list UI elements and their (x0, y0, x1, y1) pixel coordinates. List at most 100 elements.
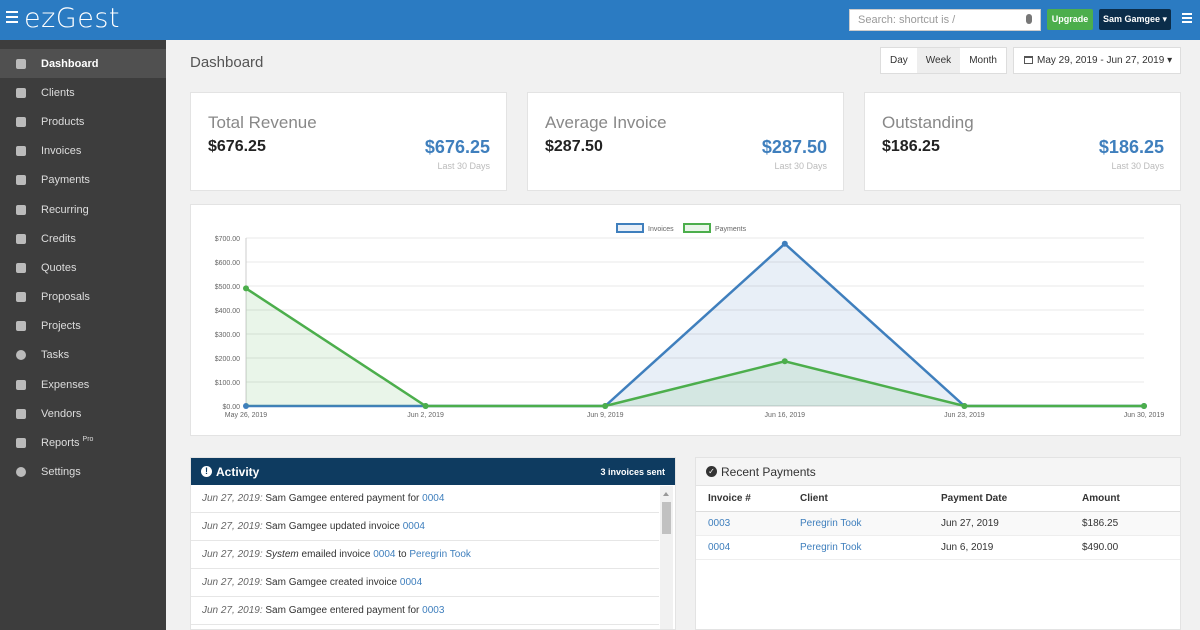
activity-link[interactable]: 0004 (402, 521, 425, 532)
data-point-invoices (243, 403, 249, 409)
data-point-payments (781, 358, 788, 365)
client-link[interactable]: Peregrin Took (800, 511, 941, 536)
sidebar-item-invoices[interactable]: Invoices (0, 137, 166, 166)
activity-row: Jun 27, 2019: Sam Gamgee created invoice… (191, 569, 659, 597)
sidebar-item-label: Tasks (41, 349, 70, 362)
range-day-button[interactable]: Day (890, 55, 908, 66)
data-point-payments (1141, 403, 1147, 409)
sidebar-item-products[interactable]: Products (0, 107, 166, 136)
sidebar-item-label: Quotes (41, 261, 77, 274)
copy-icon (16, 204, 26, 215)
activity-link[interactable]: 0004 (399, 577, 423, 588)
column-header[interactable]: Payment Date (941, 486, 1082, 512)
sidebar-item-label: Reports (41, 437, 80, 450)
date-range-picker[interactable]: May 29, 2019 - Jun 27, 2019 ▾ (1013, 47, 1181, 74)
y-tick-label: $400.00 (215, 308, 240, 315)
upgrade-button[interactable]: Upgrade (1047, 9, 1093, 30)
activity-count: 3 invoices sent (600, 466, 665, 477)
client-link[interactable]: Peregrin Took (800, 535, 941, 560)
payment-amount: $186.25 (1082, 511, 1180, 536)
card-amount-highlight: $186.25 (1098, 137, 1164, 157)
file-pdf-icon (16, 146, 26, 157)
sidebar-item-label: Products (41, 115, 85, 128)
invoice-link[interactable]: 0004 (696, 535, 800, 560)
activity-text: Sam Gamgee entered payment for (262, 605, 423, 616)
sidebar-item-proposals[interactable]: Proposals (0, 283, 166, 312)
file-image-icon (16, 379, 26, 390)
y-tick-label: $200.00 (215, 356, 240, 363)
sidebar: Dashboard Clients Products Invoices Payments… (0, 40, 166, 630)
legend-swatch-invoices (616, 223, 644, 233)
activity-text: Sam Gamgee entered payment for (262, 493, 423, 504)
sidebar-item-dashboard[interactable]: Dashboard (0, 49, 166, 79)
activity-row: Jun 27, 2019: Sam Gamgee entered payment… (191, 485, 659, 513)
activity-header: ! Activity 3 invoices sent (191, 458, 675, 485)
range-toggle: Day Week Month (880, 47, 1007, 74)
sidebar-toggle-icon[interactable] (6, 11, 18, 23)
check-circle-icon: ✓ (706, 466, 717, 477)
info-icon: ! (201, 466, 212, 477)
th-list-icon (16, 438, 26, 449)
building-icon (16, 408, 26, 419)
x-tick-label: May 26, 2019 (225, 412, 268, 419)
activity-link[interactable]: Peregrin Took (409, 549, 471, 560)
line-chart: $0.00 $100.00 $200.00 $300.00 $400.00 $500.00… (215, 223, 1164, 419)
app-logo[interactable]: ezGest (24, 3, 120, 34)
microphone-icon[interactable] (1026, 14, 1032, 24)
scroll-up-icon[interactable] (663, 492, 669, 496)
average-invoice-card: Average Invoice $287.50 $287.50 Last 30 … (527, 92, 844, 191)
column-header[interactable]: Client (800, 486, 941, 512)
credit-card-icon (16, 233, 26, 244)
activity-date: Jun 27, 2019: (202, 577, 263, 588)
legend-label: Payments (715, 226, 747, 233)
sidebar-item-tasks[interactable]: Tasks (0, 341, 166, 370)
sidebar-item-quotes[interactable]: Quotes (0, 253, 166, 282)
clock-icon (16, 350, 26, 361)
sidebar-item-credits[interactable]: Credits (0, 224, 166, 253)
payments-table: Invoice # Client Payment Date Amount 0003 Pe… (696, 486, 1180, 560)
activity-link[interactable]: 0004 (422, 493, 445, 504)
activity-link[interactable]: 0003 (422, 605, 445, 616)
briefcase-icon (16, 321, 26, 332)
sidebar-item-payments[interactable]: Payments (0, 166, 166, 195)
th-large-icon (16, 292, 26, 303)
sidebar-item-label: Settings (41, 466, 81, 479)
data-point-payments (602, 403, 609, 409)
scroll-thumb[interactable] (662, 502, 671, 534)
column-header[interactable]: Invoice # (696, 486, 800, 512)
range-week-button[interactable]: Week (916, 48, 961, 73)
file-text-icon (16, 262, 26, 273)
sidebar-item-clients[interactable]: Clients (0, 78, 166, 107)
recent-payments-header: ✓ Recent Payments (696, 458, 1180, 486)
chart-panel: $0.00 $100.00 $200.00 $300.00 $400.00 $500.00… (190, 204, 1181, 436)
sidebar-item-label: Proposals (41, 291, 90, 304)
card-label: Outstanding (882, 113, 974, 132)
total-revenue-card: Total Revenue $676.25 $676.25 Last 30 Da… (190, 92, 507, 191)
card-period: Last 30 Days (437, 161, 490, 171)
activity-scrollbar[interactable] (660, 486, 673, 629)
data-point-payments (961, 403, 968, 409)
sidebar-item-reports[interactable]: Reports Pro (0, 428, 166, 457)
range-month-button[interactable]: Month (969, 55, 997, 66)
sidebar-item-projects[interactable]: Projects (0, 312, 166, 341)
series-line-payments (245, 287, 1144, 408)
sidebar-item-label: Dashboard (41, 57, 99, 70)
sidebar-item-recurring[interactable]: Recurring (0, 195, 166, 224)
user-menu-button[interactable]: Sam Gamgee ▾ (1099, 9, 1171, 30)
activity-list: Jun 27, 2019: Sam Gamgee entered payment… (191, 485, 675, 625)
column-header[interactable]: Amount (1082, 486, 1180, 512)
right-menu-icon[interactable] (1182, 13, 1192, 25)
table-row: 0003 Peregrin Took Jun 27, 2019 $186.25 (696, 511, 1180, 536)
sidebar-item-label: Vendors (41, 407, 82, 420)
invoice-link[interactable]: 0003 (696, 511, 800, 536)
card-amount-highlight: $676.25 (424, 137, 490, 157)
card-amount-highlight: $287.50 (761, 137, 827, 157)
sidebar-item-expenses[interactable]: Expenses (0, 370, 166, 399)
legend-swatch-payments (683, 223, 711, 233)
sidebar-item-settings[interactable]: Settings (0, 458, 166, 487)
search-input[interactable]: Search: shortcut is / (849, 9, 1041, 31)
sidebar-item-vendors[interactable]: Vendors (0, 399, 166, 428)
activity-link[interactable]: 0004 (373, 549, 396, 560)
activity-date: Jun 27, 2019: (202, 605, 263, 616)
card-amount: $676.25 (208, 138, 266, 155)
